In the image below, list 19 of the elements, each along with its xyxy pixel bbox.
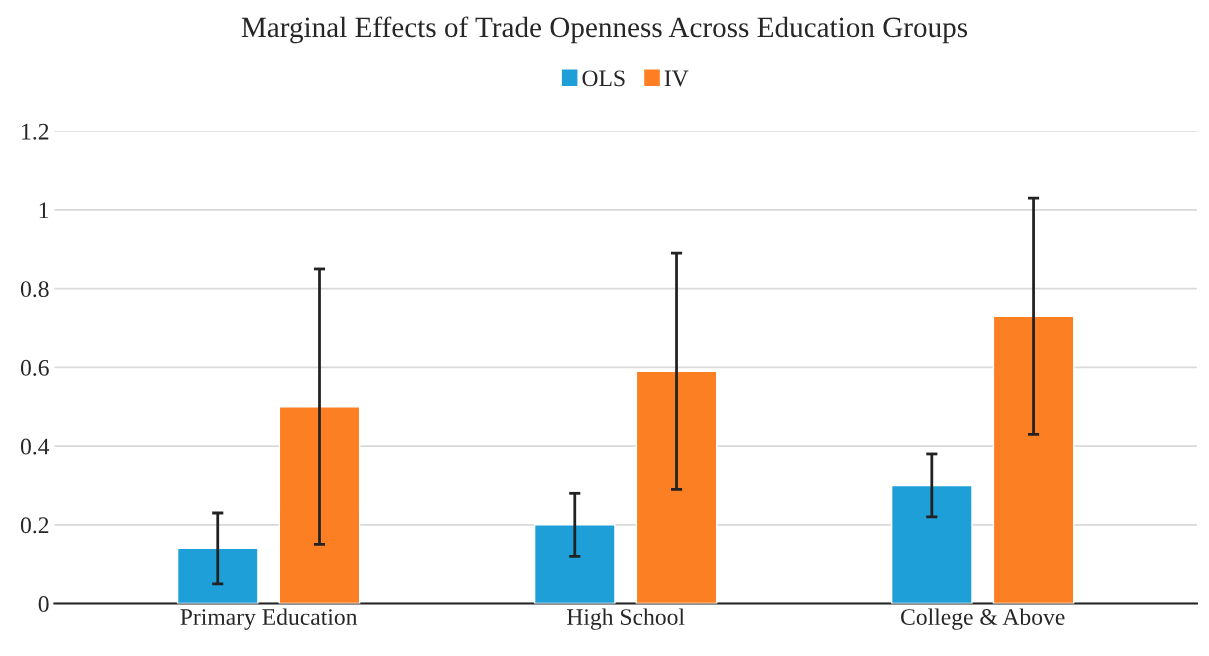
y-tick-label: 0.2 — [20, 517, 49, 534]
legend-label: OLS — [582, 70, 625, 87]
x-tick-label: College & Above — [901, 608, 1065, 630]
x-tick-label: Primary Education — [180, 608, 358, 630]
bar — [176, 547, 259, 604]
bar — [890, 484, 973, 604]
y-tick-label: 1 — [39, 202, 49, 219]
bar — [278, 406, 361, 604]
bar — [533, 524, 616, 604]
legend-label: IV — [664, 70, 689, 87]
y-tick-label: 0.4 — [20, 438, 50, 455]
y-tick-label: 0.6 — [20, 359, 49, 376]
bar — [635, 370, 718, 604]
y-tick-label: 0.8 — [20, 281, 49, 298]
y-tick-label: 1.2 — [22, 123, 49, 140]
bar — [992, 315, 1075, 604]
x-tick-label: High School — [566, 608, 685, 630]
y-tick-label: 0 — [38, 596, 49, 612]
chart-title: Marginal Effects of Trade Openness Across Education Groups — [241, 16, 968, 44]
